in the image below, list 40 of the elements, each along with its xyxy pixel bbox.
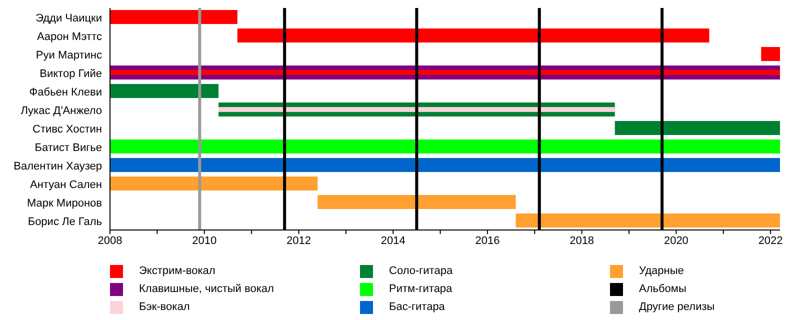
y-tick-label: Борис Ле Галь <box>28 216 102 228</box>
y-tick-label: Руи Мартинс <box>36 49 102 62</box>
bar <box>614 121 780 135</box>
legend-label: Клавишные, чистый вокал <box>139 283 274 295</box>
bar <box>318 195 516 209</box>
bar <box>516 214 780 228</box>
legend-label: Экстрим-вокал <box>139 265 216 277</box>
bar <box>761 47 780 61</box>
legend-label: Альбомы <box>639 283 686 295</box>
y-tick-label: Стивс Хостин <box>32 123 102 136</box>
legend-label: Соло-гитара <box>389 265 453 277</box>
legend-label: Другие релизы <box>639 301 715 313</box>
x-tick-label: 2018 <box>570 234 594 247</box>
legend-label: Бас-гитара <box>389 301 445 313</box>
bar <box>237 28 710 42</box>
x-tick-label: 2010 <box>192 234 217 247</box>
legend-label: Ритм-гитара <box>389 283 452 295</box>
y-tick-label: Валентин Хаузер <box>14 160 102 172</box>
y-tick-label: Марк Миронов <box>27 197 102 210</box>
legend-label: Бэк-вокал <box>139 301 190 313</box>
y-tick-label: Лукас Д'Анжело <box>20 104 102 117</box>
y-tick-label: Антуан Сален <box>30 178 102 191</box>
bar <box>110 140 780 154</box>
bar <box>110 176 318 190</box>
y-tick-label: Батист Вигье <box>34 142 102 154</box>
x-tick-label: 2016 <box>475 234 500 247</box>
y-tick-label: Фабьен Клеви <box>29 86 102 98</box>
bar <box>110 10 238 24</box>
x-tick-label: 2014 <box>380 234 406 247</box>
y-tick-label: Виктор Гийе <box>40 68 102 80</box>
x-tick-label: 2012 <box>286 234 311 247</box>
bar <box>218 107 615 112</box>
x-tick-label: 2020 <box>664 234 688 247</box>
y-tick-label: Аарон Мэттс <box>36 30 102 43</box>
legend-label: Ударные <box>639 265 684 277</box>
y-tick-label: Эдди Чаицки <box>36 12 102 24</box>
x-tick-label: 2022 <box>758 234 783 247</box>
bar <box>110 158 780 172</box>
bar <box>110 84 219 98</box>
x-tick-label: 2008 <box>98 234 122 247</box>
